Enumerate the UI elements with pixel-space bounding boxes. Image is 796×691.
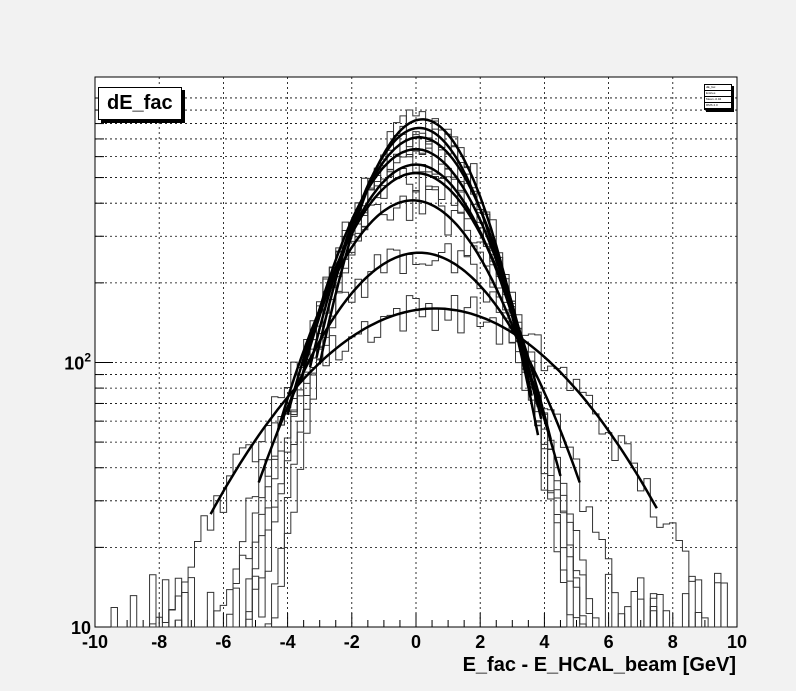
x-tick-label: 10	[727, 632, 747, 652]
y-tick-base: 10	[64, 353, 84, 373]
histogram-series	[111, 243, 728, 628]
x-tick-label: -10	[82, 632, 108, 652]
stats-line: dE_fac	[705, 85, 731, 91]
x-tick-label: 8	[668, 632, 678, 652]
y-tick-label: 10	[71, 618, 91, 638]
gaussian-fits	[209, 118, 658, 515]
x-tick-label: -2	[344, 632, 360, 652]
stats-box: dE_fac Entries Mean -0.04 RMS 2.0	[704, 84, 732, 110]
gaussian-fit-line	[276, 199, 562, 477]
x-tick-label: -4	[280, 632, 296, 652]
x-tick-label: -6	[215, 632, 231, 652]
y-tick-base: 10	[71, 618, 91, 638]
stats-line: Entries	[705, 91, 731, 97]
histogram-series	[111, 128, 728, 628]
x-tick-label: 0	[411, 632, 421, 652]
x-tick-label: -8	[151, 632, 167, 652]
gaussian-fit-line	[209, 307, 658, 515]
histogram-series	[111, 133, 728, 628]
histograms	[110, 109, 728, 628]
histogram-series	[111, 164, 728, 628]
gaussian-fit-line	[302, 147, 543, 420]
grid	[95, 77, 737, 627]
gaussian-fit-line	[257, 251, 581, 483]
gaussian-fit-line	[286, 171, 553, 440]
chart-title: dE_fac	[98, 87, 182, 120]
stats-line: Mean -0.04	[705, 97, 731, 103]
x-tick-label: 2	[475, 632, 485, 652]
histogram-series	[111, 295, 728, 628]
y-tick-label: 102	[64, 350, 91, 373]
y-tick-exponent: 2	[84, 350, 91, 364]
x-tick-label: 4	[539, 632, 549, 652]
x-axis-label: E_fac - E_HCAL_beam [GeV]	[462, 654, 736, 676]
x-tick-label: 6	[604, 632, 614, 652]
stats-line: RMS 2.0	[705, 103, 731, 109]
gaussian-fit-line	[308, 136, 537, 396]
x-tick-labels: -10 -8 -6 -4 -2 0 2 4 6 8 10	[82, 632, 747, 652]
